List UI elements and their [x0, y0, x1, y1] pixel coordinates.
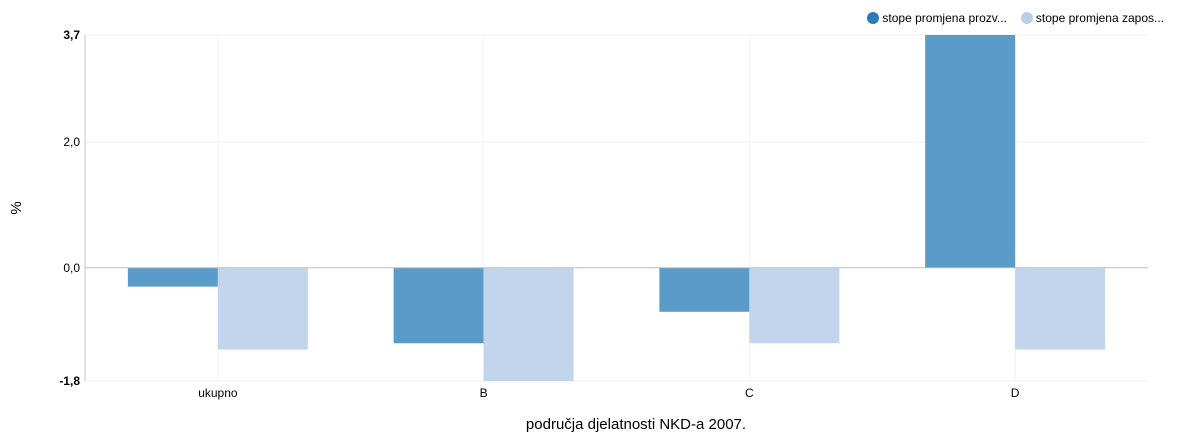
y-tick-label-3: 3,7: [63, 28, 80, 42]
legend-item-series-1[interactable]: stope promjena prozv...: [867, 11, 1007, 25]
bar-B-series-1[interactable]: [393, 267, 484, 344]
x-tick-label-2: C: [745, 386, 754, 400]
legend-marker-series-1: [867, 12, 880, 24]
axes: [84, 35, 1148, 381]
x-tick-labels: ukupno B C D: [198, 386, 1020, 400]
x-tick-label-3: D: [1011, 386, 1020, 400]
bar-ukupno-series-1[interactable]: [127, 267, 218, 287]
y-tick-labels: -1,8 0,0 2,0 3,7: [59, 28, 80, 388]
bar-B-series-2[interactable]: [483, 267, 574, 381]
bar-ukupno-series-2[interactable]: [217, 267, 308, 350]
legend-label-series-2: stope promjena zapos...: [1035, 11, 1164, 25]
x-tick-label-0: ukupno: [198, 386, 238, 400]
legend-label-series-1: stope promjena prozv...: [882, 11, 1007, 25]
x-axis-title: područja djelatnosti NKD-a 2007.: [526, 416, 746, 433]
y-tick-label-1: 0,0: [63, 261, 80, 275]
y-tick-label-2: 2,0: [63, 135, 80, 149]
y-tick-label-0: -1,8: [59, 374, 80, 388]
y-axis-title: %: [8, 201, 25, 214]
bars: [127, 35, 1106, 381]
bar-C-series-2[interactable]: [749, 267, 840, 344]
bar-D-series-1[interactable]: [925, 35, 1016, 268]
chart-legend: stope promjena prozv... stope promjena z…: [867, 11, 1164, 25]
legend-marker-series-2: [1020, 12, 1033, 24]
bar-D-series-2[interactable]: [1015, 267, 1106, 350]
bar-C-series-1[interactable]: [659, 267, 750, 312]
x-tick-label-1: B: [480, 386, 488, 400]
legend-item-series-2[interactable]: stope promjena zapos...: [1020, 11, 1164, 25]
